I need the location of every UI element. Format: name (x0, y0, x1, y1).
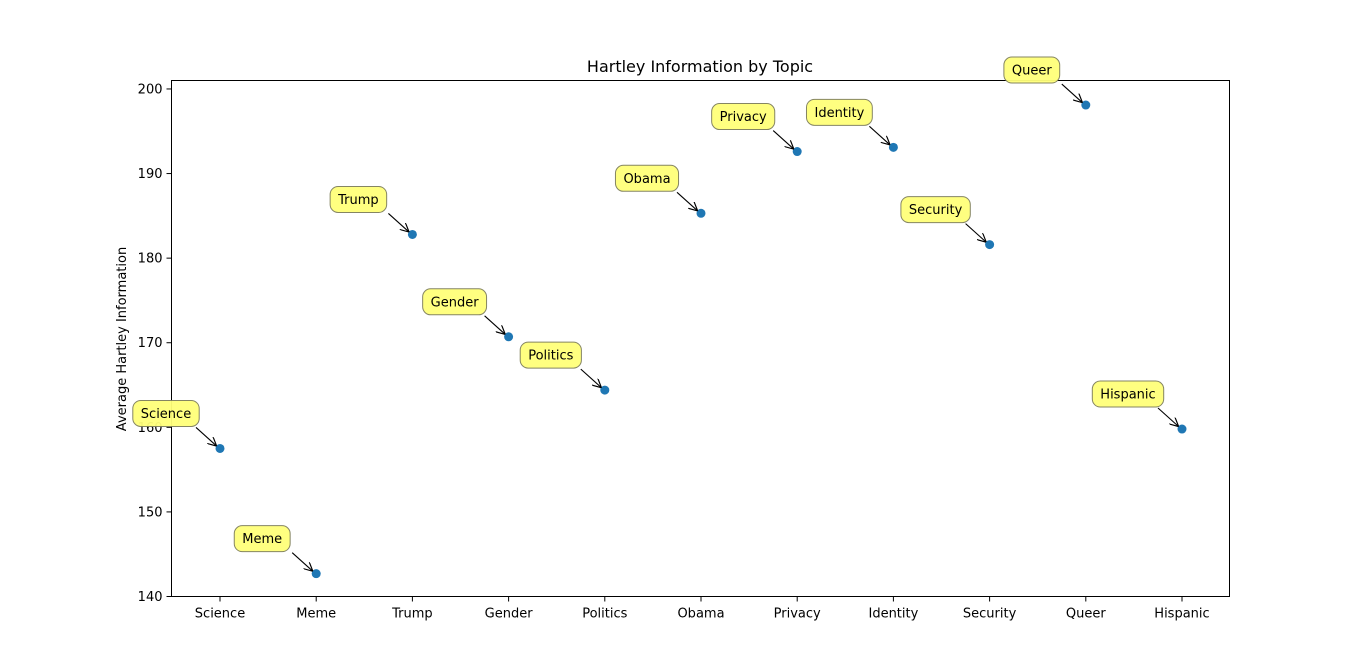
y-tick-label: 140 (138, 590, 163, 605)
annotation: Gender (422, 288, 505, 334)
annotation-label: Identity (814, 106, 864, 121)
x-tick-label: Identity (868, 607, 918, 622)
annotation-box (1091, 380, 1165, 408)
annotation: Science (132, 399, 216, 445)
annotation: Hispanic (1091, 380, 1178, 426)
x-tick-label: Hispanic (1154, 607, 1209, 622)
data-points (215, 100, 1187, 579)
annotation-arrow (676, 191, 697, 210)
data-point (696, 208, 706, 218)
annotation-box (519, 341, 582, 369)
annotation: Politics (519, 341, 601, 387)
x-tick-label: Privacy (774, 607, 821, 622)
annotation: Trump (329, 185, 408, 231)
annotation-box (614, 164, 680, 192)
annotation: Meme (233, 525, 312, 571)
x-tick-label: Gender (485, 607, 534, 622)
x-tick-label: Trump (391, 607, 433, 622)
data-point (1081, 100, 1091, 110)
y-tick-label: 180 (138, 252, 163, 267)
annotation-arrow (484, 315, 505, 334)
annotation-box (1003, 56, 1061, 84)
data-point (888, 142, 898, 152)
annotation-label: Trump (337, 193, 379, 208)
annotation-label: Gender (431, 295, 480, 310)
annotation-label: Science (141, 407, 191, 422)
annotation-box (900, 196, 971, 224)
x-tick-label: Meme (296, 607, 336, 622)
data-point (215, 443, 225, 453)
annotation-label: Queer (1012, 64, 1052, 79)
annotation: Obama (614, 164, 697, 210)
annotation-box (132, 399, 200, 427)
data-point (792, 147, 802, 157)
x-tick-label: Queer (1066, 607, 1106, 622)
x-tick-label: Security (963, 607, 1017, 622)
data-point (1177, 424, 1187, 434)
data-point (311, 569, 321, 579)
annotation-arrow (1061, 83, 1082, 102)
annotation-arrow (772, 130, 793, 149)
annotation-arrow (869, 125, 889, 144)
x-tick-label: Obama (677, 607, 724, 622)
data-point (407, 229, 417, 239)
annotation-box (422, 288, 488, 316)
annotation-label: Meme (242, 532, 282, 547)
x-axis-ticks: Science Meme Trump Gender Politics Obama Priva… (195, 596, 1210, 622)
chart-title: Hartley Information by Topic (587, 57, 813, 76)
plot-area-frame (171, 80, 1230, 597)
x-tick-label: Politics (582, 607, 627, 622)
annotation-arrow (195, 427, 216, 445)
y-tick-label: 170 (138, 336, 163, 351)
annotation-arrow (965, 223, 986, 242)
annotation-label: Politics (528, 349, 573, 364)
y-tick-label: 150 (138, 505, 163, 520)
annotation: Queer (1003, 56, 1082, 102)
y-tick-label: 200 (138, 82, 163, 97)
annotation-box (233, 525, 291, 553)
annotation-label: Obama (623, 172, 670, 187)
annotation-label: Security (909, 203, 963, 218)
annotation: Identity (805, 98, 889, 144)
annotation-arrow (580, 368, 601, 387)
y-tick-label: 190 (138, 167, 163, 182)
annotation: Privacy (711, 103, 794, 149)
point-annotations: Science Meme Trump Gender Politics Obama Priva… (132, 56, 1178, 571)
annotation-arrow (1157, 407, 1178, 426)
annotation-box (805, 98, 873, 126)
annotation-box (329, 185, 388, 213)
annotation-box (711, 103, 776, 131)
annotation-label: Privacy (720, 110, 767, 125)
annotation: Security (900, 196, 986, 242)
x-tick-label: Science (195, 607, 245, 622)
annotation-arrow (388, 213, 408, 231)
data-point (600, 385, 610, 395)
annotation-arrow (291, 552, 312, 571)
y-axis-label: Average Hartley Information (115, 247, 130, 431)
data-point (985, 240, 995, 250)
annotation-label: Hispanic (1100, 388, 1155, 403)
data-point (504, 332, 514, 342)
